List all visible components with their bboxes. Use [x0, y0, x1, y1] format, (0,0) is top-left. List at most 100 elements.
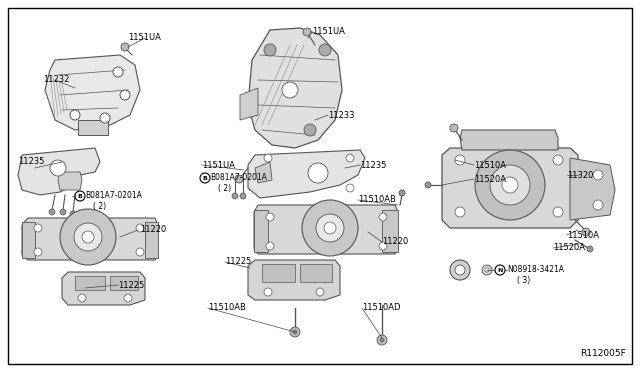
Circle shape [136, 224, 144, 232]
Circle shape [74, 223, 102, 251]
Polygon shape [382, 210, 398, 252]
Circle shape [232, 193, 238, 199]
Circle shape [304, 124, 316, 136]
Circle shape [78, 294, 86, 302]
Circle shape [266, 242, 274, 250]
Text: 11235: 11235 [18, 157, 44, 167]
Polygon shape [442, 148, 578, 228]
Circle shape [303, 28, 311, 36]
Text: 11510AD: 11510AD [362, 304, 401, 312]
Circle shape [587, 246, 593, 252]
Circle shape [346, 154, 354, 162]
Circle shape [302, 200, 358, 256]
Circle shape [316, 214, 344, 242]
Circle shape [593, 170, 603, 180]
Text: ( 2): ( 2) [93, 202, 106, 211]
Circle shape [100, 113, 110, 123]
Text: 11220: 11220 [382, 237, 408, 247]
Circle shape [264, 288, 272, 296]
Polygon shape [248, 150, 365, 198]
Circle shape [235, 175, 243, 183]
Polygon shape [254, 210, 268, 252]
Circle shape [495, 265, 505, 275]
Circle shape [593, 200, 603, 210]
Circle shape [502, 177, 518, 193]
Polygon shape [248, 260, 340, 300]
Polygon shape [18, 148, 100, 195]
Text: 11232: 11232 [43, 76, 69, 84]
Text: 11220: 11220 [140, 225, 166, 234]
Circle shape [324, 222, 336, 234]
Text: ( 2): ( 2) [218, 183, 231, 192]
Circle shape [70, 110, 80, 120]
Circle shape [264, 44, 276, 56]
Circle shape [553, 207, 563, 217]
Text: B: B [77, 193, 83, 199]
Text: 11520A: 11520A [474, 174, 506, 183]
Circle shape [200, 173, 210, 183]
Text: 1151UA: 1151UA [312, 28, 345, 36]
Polygon shape [460, 130, 558, 150]
Circle shape [308, 163, 328, 183]
Text: 11510AB: 11510AB [208, 304, 246, 312]
Circle shape [482, 265, 492, 275]
Circle shape [346, 184, 354, 192]
Polygon shape [78, 120, 108, 135]
Polygon shape [570, 158, 615, 220]
Polygon shape [145, 222, 158, 258]
Circle shape [450, 260, 470, 280]
Circle shape [399, 190, 405, 196]
Circle shape [455, 207, 465, 217]
Text: 11235: 11235 [360, 160, 387, 170]
Polygon shape [58, 172, 82, 190]
Text: ( 3): ( 3) [517, 276, 531, 285]
Text: 11225: 11225 [118, 280, 144, 289]
Circle shape [121, 43, 129, 51]
Polygon shape [255, 162, 272, 183]
Text: 11510A: 11510A [474, 160, 506, 170]
Text: B081A7-0201A: B081A7-0201A [85, 192, 142, 201]
Text: B: B [203, 176, 207, 180]
Circle shape [490, 165, 530, 205]
Circle shape [50, 160, 66, 176]
Circle shape [282, 82, 298, 98]
Text: 11510A: 11510A [567, 231, 599, 240]
Circle shape [266, 213, 274, 221]
Polygon shape [45, 55, 140, 130]
Circle shape [34, 248, 42, 256]
Circle shape [455, 155, 465, 165]
Text: R112005F: R112005F [580, 350, 626, 359]
Polygon shape [22, 222, 35, 258]
Circle shape [425, 182, 431, 188]
Polygon shape [62, 272, 145, 305]
Text: 11510AB: 11510AB [358, 196, 396, 205]
Circle shape [124, 294, 132, 302]
Circle shape [553, 155, 563, 165]
Circle shape [60, 209, 116, 265]
Circle shape [582, 228, 590, 236]
Circle shape [70, 211, 76, 217]
Circle shape [120, 90, 130, 100]
Polygon shape [254, 205, 398, 254]
Text: 1151UA: 1151UA [202, 160, 235, 170]
Text: N08918-3421A: N08918-3421A [507, 266, 564, 275]
Circle shape [264, 154, 272, 162]
Circle shape [380, 338, 384, 342]
Circle shape [113, 67, 123, 77]
Text: B081A7-0201A: B081A7-0201A [210, 173, 267, 183]
Text: 11225: 11225 [225, 257, 252, 266]
Circle shape [136, 248, 144, 256]
Circle shape [379, 213, 387, 221]
Circle shape [82, 231, 94, 243]
Polygon shape [22, 218, 158, 260]
Circle shape [319, 44, 331, 56]
Circle shape [316, 288, 324, 296]
Text: 1151UA: 1151UA [128, 33, 161, 42]
Circle shape [450, 124, 458, 132]
Circle shape [377, 335, 387, 345]
Polygon shape [110, 276, 138, 290]
Polygon shape [75, 276, 105, 290]
Polygon shape [240, 88, 258, 120]
Circle shape [475, 150, 545, 220]
Circle shape [379, 242, 387, 250]
